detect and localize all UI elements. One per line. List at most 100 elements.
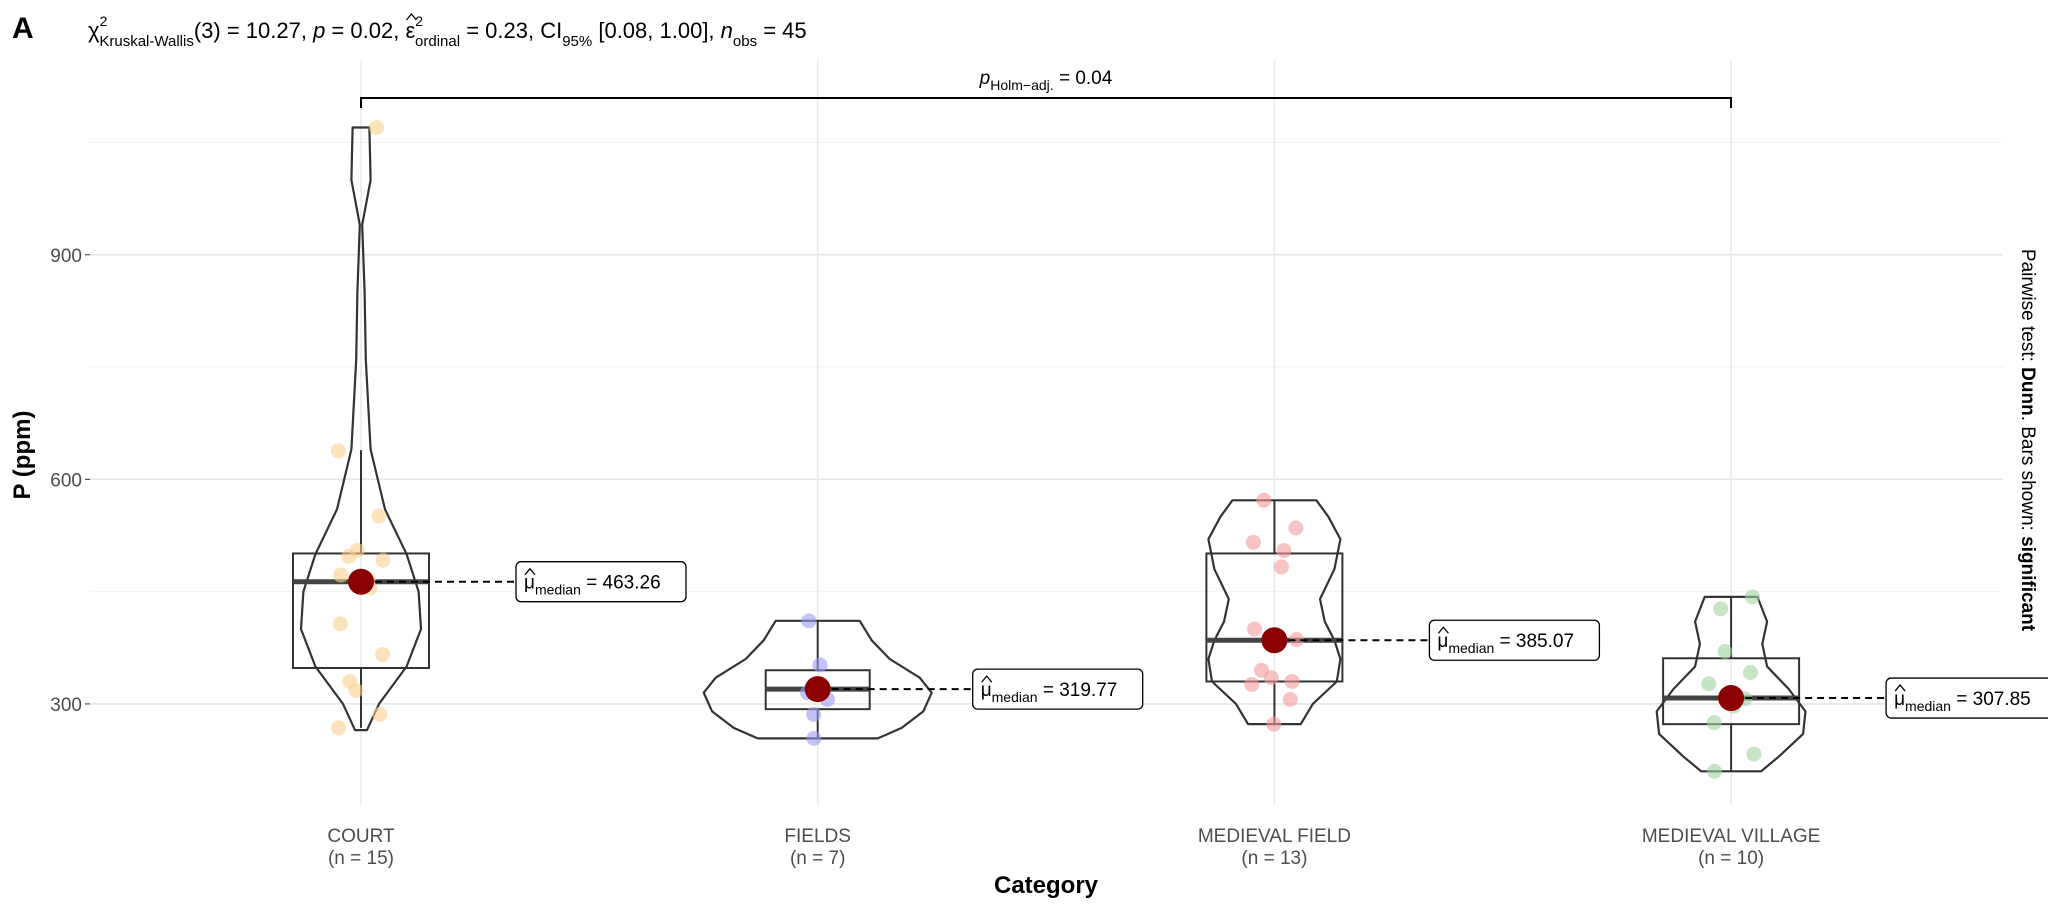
x-tick-label: FIELDS	[784, 826, 851, 847]
caption-shown: significant	[2017, 536, 2038, 632]
median-points	[348, 568, 1745, 712]
data-point	[1706, 763, 1722, 779]
data-point	[371, 508, 387, 524]
x-tick-n-label: (n = 13)	[1241, 848, 1307, 869]
data-point	[1256, 492, 1272, 508]
x-tick-label: MEDIEVAL FIELD	[1198, 826, 1351, 847]
data-point	[348, 682, 364, 698]
x-axis-title: Category	[994, 872, 1099, 899]
ci-value: [0.08, 1.00],	[592, 18, 720, 43]
data-point	[1289, 632, 1305, 648]
data-point	[368, 119, 384, 135]
stats-subtitle: χ2 Kruskal-Wallis(3) = 10.27, p = 0.02, ε…	[88, 13, 807, 50]
median-sub: median	[1905, 698, 1951, 714]
eps-hat	[405, 12, 417, 21]
data-point	[1247, 621, 1263, 637]
df-stat: (3) = 10.27,	[194, 18, 313, 43]
median-label-box	[1428, 619, 1601, 661]
median-label: μmedian = 385.07	[1437, 631, 1574, 656]
median-value: = 307.85	[1951, 689, 2031, 710]
bracket-p-symbol: p	[979, 68, 991, 89]
median-label: μmedian = 307.85	[1894, 689, 2031, 714]
x-tick-label: MEDIEVAL VILLAGE	[1642, 826, 1820, 847]
data-point	[330, 443, 346, 459]
panel-tag: A	[12, 12, 34, 45]
median-hat	[1437, 626, 1449, 634]
median-mu: μ	[981, 680, 992, 701]
pairwise-caption: Pairwise test: Dunn. Bars shown: signifi…	[2017, 249, 2038, 632]
data-point	[1742, 664, 1758, 680]
data-point	[1273, 559, 1289, 575]
median-point	[348, 568, 374, 595]
boxplots	[292, 450, 1801, 772]
median-sub: median	[992, 689, 1038, 705]
violin-court	[299, 126, 423, 732]
data-point	[1288, 520, 1304, 536]
data-point	[372, 706, 388, 722]
chi-sup: 2	[100, 13, 108, 29]
y-axis-title: P (ppm)	[9, 411, 36, 500]
median-mu: μ	[1437, 631, 1448, 652]
n-sub: obs	[733, 33, 757, 50]
data-point	[332, 616, 348, 632]
median-sub: median	[535, 582, 581, 598]
data-point	[1284, 673, 1300, 689]
violin-medieval-village	[1655, 595, 1807, 773]
median-label-box	[972, 668, 1144, 710]
eps-sub: ordinal	[415, 33, 460, 50]
caption-test: Dunn	[2017, 367, 2038, 416]
data-point	[333, 567, 349, 583]
axes: 300 600 900 COURT(n = 15) FIELDS(n = 7) MEDIE…	[50, 246, 1820, 869]
median-label-box	[1885, 677, 2048, 719]
median-hat	[524, 567, 536, 576]
data-point	[1245, 534, 1261, 550]
median-value: = 463.26	[581, 573, 661, 594]
bracket-p-value: = 0.04	[1054, 68, 1113, 89]
caption-middle: . Bars shown:	[2017, 416, 2038, 536]
x-tick-n-label: (n = 7)	[790, 848, 845, 869]
y-tick-label: 900	[50, 246, 82, 267]
data-point	[330, 720, 346, 736]
violin-fields	[702, 619, 933, 740]
x-tick-n-label: (n = 15)	[328, 848, 394, 869]
median-value: = 319.77	[1038, 680, 1118, 701]
data-point	[1717, 644, 1733, 660]
eps-value: = 0.23, CI	[460, 18, 562, 43]
median-label: μmedian = 463.26	[524, 573, 661, 598]
data-point	[812, 657, 828, 673]
data-point	[801, 613, 817, 629]
median-point	[1261, 627, 1288, 654]
data-point	[1744, 589, 1760, 605]
median-hat	[1894, 684, 1906, 692]
data-point	[341, 548, 357, 564]
data-point	[1263, 670, 1279, 686]
bracket-label: pHolm−adj. = 0.04	[979, 68, 1113, 93]
grid	[90, 60, 2003, 805]
n-value: = 45	[757, 18, 807, 43]
pairwise-bracket: pHolm−adj. = 0.04	[360, 68, 1732, 108]
chi-symbol: χ	[88, 18, 100, 43]
median-point	[804, 676, 831, 703]
x-tick-label: COURT	[327, 826, 395, 847]
violins	[299, 126, 1807, 773]
box	[1662, 657, 1801, 726]
p-symbol: p	[312, 18, 325, 43]
n-symbol: n	[721, 18, 733, 43]
median-mu: μ	[1894, 689, 1905, 710]
data-point	[1713, 601, 1729, 617]
data-point	[1276, 542, 1292, 558]
violin-medieval-field	[1207, 499, 1342, 726]
median-value: = 385.07	[1494, 631, 1574, 652]
median-hat	[981, 675, 993, 683]
median-label: μmedian = 319.77	[981, 680, 1118, 705]
data-point	[806, 730, 822, 746]
data-point	[375, 552, 391, 568]
bracket-p-sub: Holm−adj.	[990, 77, 1053, 93]
median-label-box	[515, 561, 687, 603]
data-point	[1701, 676, 1717, 692]
median-sub: median	[1448, 640, 1494, 656]
x-tick-n-label: (n = 10)	[1698, 848, 1764, 869]
ci-sub: 95%	[562, 33, 592, 50]
eps-sup: 2	[415, 13, 423, 29]
